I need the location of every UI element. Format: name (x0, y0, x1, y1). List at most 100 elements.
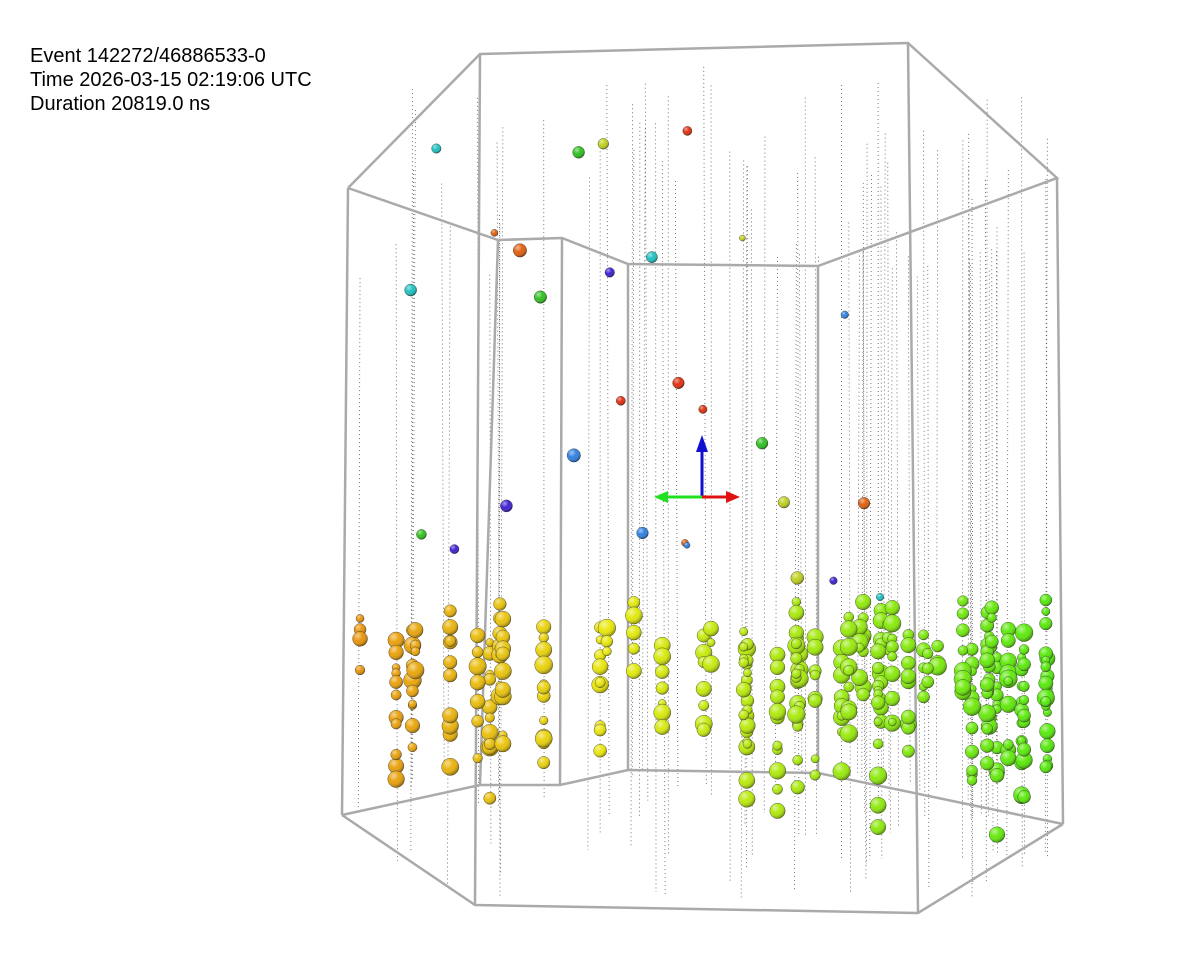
string (985, 180, 987, 883)
string (631, 149, 635, 778)
hit-shade (887, 651, 898, 662)
hit-shade (628, 642, 640, 655)
string (799, 254, 803, 773)
string (968, 259, 973, 900)
hit-shade (1019, 644, 1030, 655)
hit-shade (901, 720, 916, 735)
hit-shade (809, 769, 821, 781)
hit-shade (469, 674, 486, 691)
string (1021, 97, 1023, 870)
hit-shade (1003, 739, 1014, 750)
hit-shade (966, 765, 978, 777)
hit-shade (1001, 633, 1016, 648)
hit-shade (1015, 751, 1033, 769)
hit-shade (500, 499, 513, 512)
hit-shade (1040, 738, 1055, 753)
hit-shade (792, 721, 803, 732)
hit-shade (917, 690, 930, 704)
hit-shade (770, 659, 785, 675)
hit-shade (698, 700, 709, 711)
hit-shade (839, 724, 858, 743)
hit-shade (355, 665, 365, 675)
hit-shade (495, 646, 510, 661)
hit-shade (770, 689, 785, 705)
hit-shade (992, 681, 1002, 692)
hit-shade (918, 629, 929, 640)
string (889, 268, 893, 833)
hit-shade (444, 604, 457, 618)
hit-shade (739, 627, 748, 636)
hit-shade (535, 641, 552, 659)
string (410, 89, 413, 851)
string (587, 177, 590, 850)
hit-shade (778, 496, 790, 509)
hit-shade (869, 766, 887, 785)
hit-shade (1019, 695, 1029, 705)
string (641, 128, 646, 771)
hit-shade (810, 670, 821, 681)
hit-shade (594, 677, 606, 688)
hit-shade (536, 619, 552, 635)
string (880, 186, 883, 859)
hit-shade (985, 634, 999, 649)
hit-shade (625, 606, 643, 625)
hit-shade (391, 689, 402, 701)
string (797, 173, 800, 836)
hit-shade (957, 645, 968, 656)
hit-shade (598, 619, 616, 637)
hit-shade (654, 719, 670, 735)
hit-shade (886, 640, 899, 654)
hit-shade (1000, 696, 1017, 713)
hit-shade (769, 803, 786, 819)
hit-shade (769, 703, 786, 721)
hit-shade (449, 544, 459, 554)
string (968, 133, 972, 819)
string (489, 274, 492, 844)
hit-shade (495, 629, 510, 645)
hit-shade (769, 762, 786, 780)
hit-shade (484, 738, 496, 750)
string (357, 278, 361, 808)
hit-shade (769, 679, 786, 695)
hit-shade (592, 658, 609, 675)
string (896, 232, 899, 827)
hit-shade (696, 681, 712, 697)
hit-shade (989, 768, 1005, 783)
hit-shade (840, 703, 857, 721)
hit-shade (738, 657, 749, 668)
hit-shade (742, 739, 752, 749)
hit-shade (884, 600, 900, 616)
string (979, 252, 982, 814)
hit-shade (405, 718, 420, 733)
hit-shade (738, 790, 756, 808)
event-time: Time 2026-03-15 02:19:06 UTC (30, 69, 312, 91)
string (703, 66, 707, 785)
hit-shade (356, 614, 365, 623)
hit-shade (884, 665, 901, 682)
string (862, 253, 867, 880)
hit-shade (981, 723, 993, 735)
event-id: Event 142272/46886533-0 (30, 45, 266, 67)
hit-shade (442, 619, 458, 635)
hit-shade (806, 639, 824, 656)
hit-shade (843, 612, 854, 623)
string (740, 160, 745, 900)
hit-shade (1040, 661, 1051, 672)
hit-shade (594, 723, 607, 737)
hit-shade (963, 697, 981, 716)
hit-shade (627, 596, 640, 609)
hit-shade (387, 770, 405, 788)
hit-shade (843, 681, 854, 692)
hit-shade (646, 251, 658, 263)
string (630, 104, 634, 847)
hit-shade (772, 784, 783, 795)
hit-shade (1018, 681, 1030, 692)
hit-shade (902, 745, 915, 758)
hit-shade (769, 647, 786, 663)
string (441, 183, 445, 771)
hit-shade (390, 718, 402, 730)
hit-shade (954, 679, 971, 696)
hit-shade (597, 138, 609, 150)
hit-shade (494, 662, 512, 680)
hit-shade (600, 635, 613, 648)
